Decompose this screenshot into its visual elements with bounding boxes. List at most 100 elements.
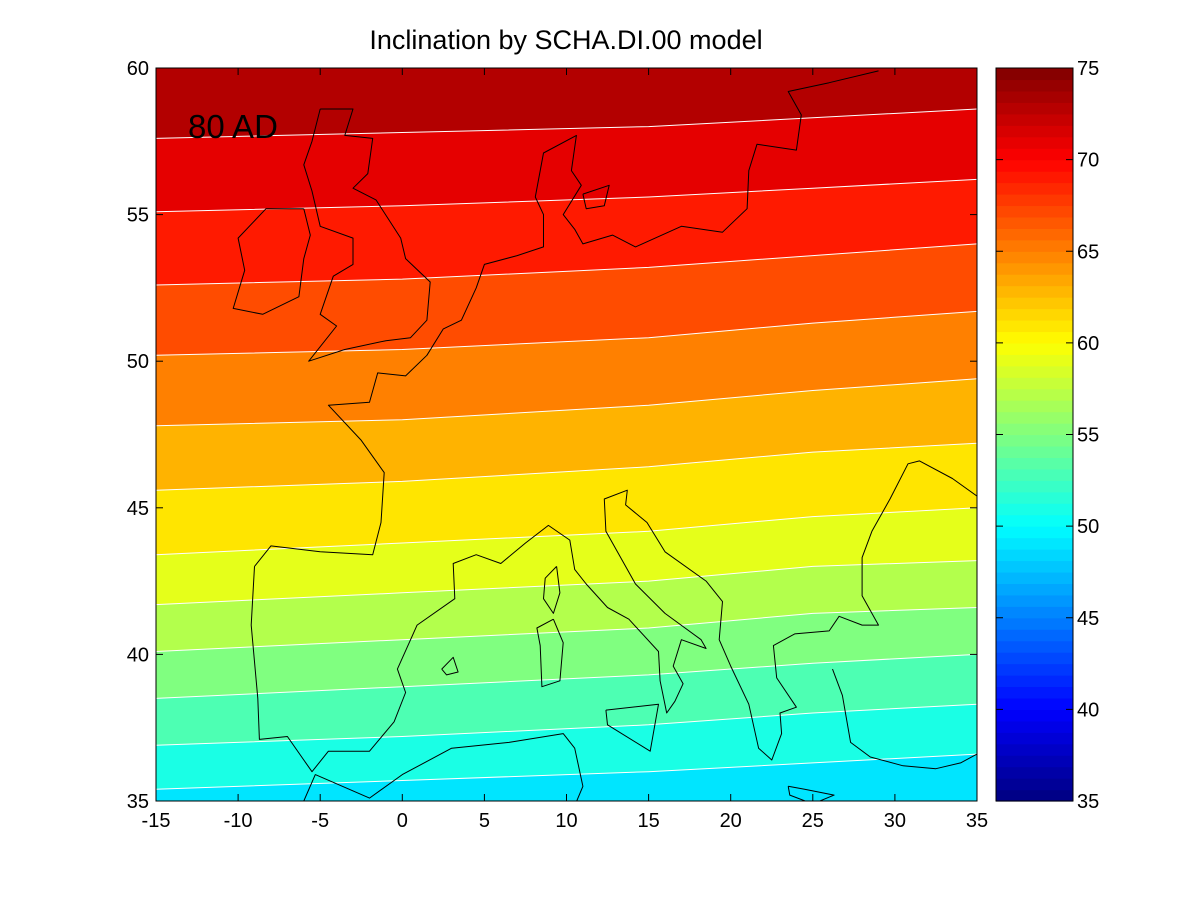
x-tick-label: 0 bbox=[397, 810, 408, 832]
colorbar-step bbox=[996, 411, 1073, 424]
colorbar-step bbox=[996, 297, 1073, 310]
colorbar-tick-label: 65 bbox=[1077, 241, 1099, 263]
colorbar-step bbox=[996, 663, 1073, 676]
x-tick-label: 30 bbox=[884, 810, 906, 832]
contour-line bbox=[156, 378, 977, 427]
coastline-ireland bbox=[232, 208, 311, 315]
colorbar: 35 40 45 50 55 60 65 70 75 bbox=[995, 58, 1099, 813]
colorbar-step bbox=[996, 778, 1073, 791]
epoch-annotation: 80 AD bbox=[188, 108, 278, 145]
colorbar-step bbox=[996, 400, 1073, 413]
colorbar-step bbox=[996, 675, 1073, 688]
colorbar-step bbox=[996, 732, 1073, 745]
colorbar-step bbox=[996, 171, 1073, 184]
colorbar-axis: 35 40 45 50 55 60 65 70 75 bbox=[996, 58, 1099, 813]
colorbar-step bbox=[996, 125, 1073, 138]
colorbar-tick-label: 40 bbox=[1077, 699, 1099, 721]
contour-line bbox=[156, 753, 977, 790]
color-bands bbox=[156, 68, 977, 801]
coastline-anatolia bbox=[832, 668, 977, 770]
colorbar-tick-label: 50 bbox=[1077, 516, 1099, 538]
x-tick-label: 35 bbox=[966, 810, 988, 832]
colorbar-step bbox=[996, 331, 1073, 344]
colorbar-step bbox=[996, 571, 1073, 584]
coastlines bbox=[232, 70, 977, 801]
x-tick-label: -15 bbox=[142, 810, 171, 832]
colorbar-step bbox=[996, 514, 1073, 527]
contour-line bbox=[156, 108, 977, 139]
colorbar-step bbox=[996, 629, 1073, 642]
colorbar-step bbox=[996, 720, 1073, 733]
contour-line bbox=[156, 178, 977, 213]
colorbar-step bbox=[996, 308, 1073, 321]
colorbar-step bbox=[996, 342, 1073, 355]
colorbar-step bbox=[996, 537, 1073, 550]
coastline-great-britain bbox=[303, 108, 431, 362]
x-tick-label: 5 bbox=[479, 810, 490, 832]
x-tick-label: 25 bbox=[802, 810, 824, 832]
colorbar-step bbox=[996, 319, 1073, 333]
colorbar-step bbox=[996, 102, 1073, 115]
x-tick-label: -5 bbox=[311, 810, 329, 832]
colorbar-step bbox=[996, 480, 1073, 493]
coastline-africa-north bbox=[303, 733, 584, 801]
colorbar-step bbox=[996, 491, 1073, 504]
contour-line bbox=[156, 607, 977, 652]
colorbar-step bbox=[996, 228, 1073, 241]
x-tick-label: 15 bbox=[637, 810, 659, 832]
map-plot-area bbox=[155, 67, 978, 802]
y-axis: 35 40 45 50 55 60 bbox=[127, 58, 977, 813]
contour-line bbox=[156, 560, 977, 606]
chart-title: Inclination by SCHA.DI.00 model bbox=[369, 25, 762, 55]
colorbar-step bbox=[996, 526, 1073, 539]
colorbar-step bbox=[996, 423, 1073, 436]
colorbar-step bbox=[996, 549, 1073, 562]
y-tick-label: 50 bbox=[127, 351, 149, 373]
colorbar-step bbox=[996, 652, 1073, 665]
y-tick-label: 55 bbox=[127, 205, 149, 227]
colorbar-step bbox=[996, 90, 1073, 103]
colorbar-step bbox=[996, 216, 1073, 229]
colorbar-gradient bbox=[996, 68, 1073, 802]
contour-line bbox=[156, 442, 977, 491]
coastline-corsica bbox=[543, 566, 561, 614]
colorbar-step bbox=[996, 503, 1073, 516]
y-tick-label: 35 bbox=[127, 791, 149, 813]
contour-line bbox=[156, 703, 977, 746]
contour-lines bbox=[156, 108, 977, 790]
colorbar-step bbox=[996, 79, 1073, 92]
colorbar-step bbox=[996, 193, 1073, 207]
x-tick-label: 20 bbox=[720, 810, 742, 832]
colorbar-step bbox=[996, 640, 1073, 653]
contour-line bbox=[156, 507, 977, 556]
colorbar-tick-label: 75 bbox=[1077, 58, 1099, 80]
x-axis: -15 -10 -5 0 5 10 15 20 25 30 35 bbox=[142, 68, 988, 832]
colorbar-step bbox=[996, 709, 1073, 722]
colorbar-tick-label: 35 bbox=[1077, 791, 1099, 813]
contour-line bbox=[156, 653, 977, 699]
colorbar-step bbox=[996, 434, 1073, 447]
colorbar-tick-label: 55 bbox=[1077, 425, 1099, 447]
colorbar-step bbox=[996, 686, 1073, 699]
colorbar-step bbox=[996, 136, 1073, 149]
colorbar-step bbox=[996, 388, 1073, 401]
colorbar-step bbox=[996, 182, 1073, 195]
colorbar-step bbox=[996, 159, 1073, 172]
coastline-sardinia bbox=[536, 618, 564, 688]
colorbar-tick-label: 70 bbox=[1077, 150, 1099, 172]
coastline-mediterranean-north bbox=[250, 460, 977, 773]
colorbar-step bbox=[996, 205, 1073, 218]
colorbar-step bbox=[996, 743, 1073, 756]
colorbar-step bbox=[996, 239, 1073, 252]
colorbar-tick-label: 60 bbox=[1077, 333, 1099, 355]
colorbar-step bbox=[996, 755, 1073, 768]
colorbar-step bbox=[996, 697, 1073, 710]
coastline-crete bbox=[787, 785, 835, 801]
colorbar-step bbox=[996, 594, 1073, 607]
y-tick-label: 60 bbox=[127, 58, 149, 80]
y-tick-label: 40 bbox=[127, 644, 149, 666]
colorbar-step bbox=[996, 285, 1073, 298]
colorbar-step bbox=[996, 148, 1073, 161]
colorbar-step bbox=[996, 365, 1073, 378]
colorbar-step bbox=[996, 766, 1073, 779]
